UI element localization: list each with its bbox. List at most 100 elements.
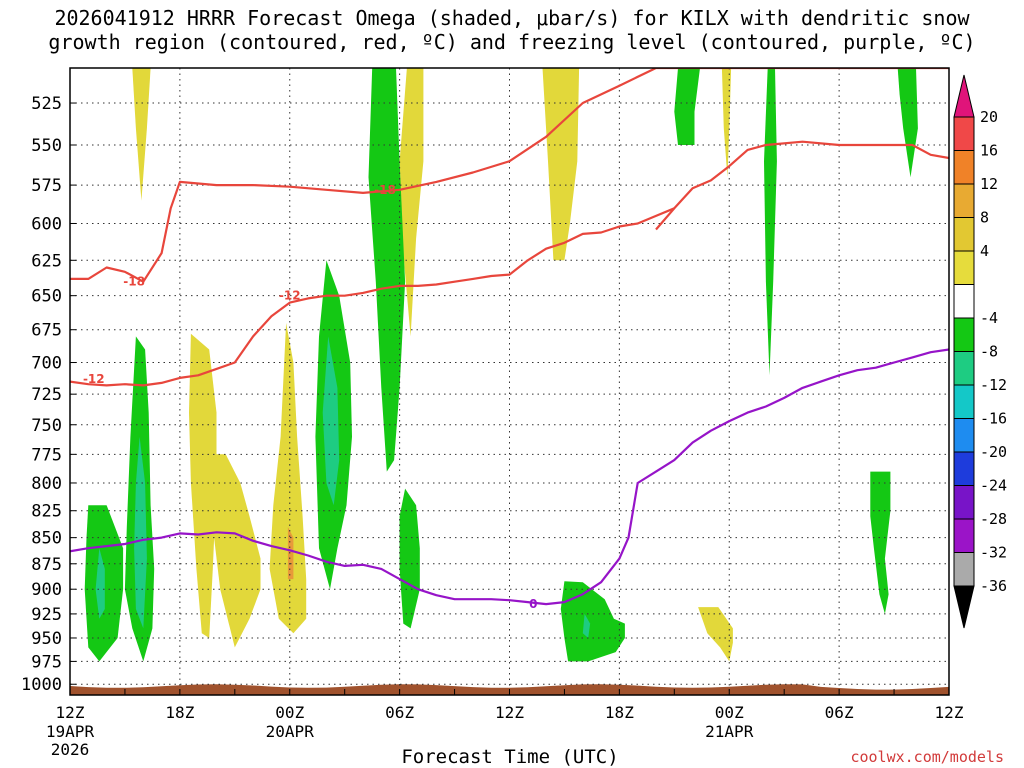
x-tick-label: 00Z: [275, 703, 304, 722]
colorbar-label: -28: [980, 510, 1007, 528]
colorbar-label: -16: [980, 410, 1007, 428]
omega-region-w2: [189, 333, 217, 638]
y-tick-label: 975: [31, 652, 62, 672]
x-tick-label: 06Z: [385, 703, 414, 722]
y-tick-label: 625: [31, 251, 62, 271]
y-tick-label: 525: [31, 94, 62, 114]
x-tick-label: 00Z: [715, 703, 744, 722]
colorbar-label: -36: [980, 577, 1007, 595]
colorbar: 20 16 12 8 4 -4 -8 -12 -16 -20 -24 -28 -32 -36: [953, 74, 1007, 629]
colorbar-bottom-arrow: [953, 585, 975, 629]
chart-title: 2026041912 HRRR Forecast Omega (shaded, …: [48, 6, 976, 54]
colorbar-segment: [953, 217, 975, 252]
colorbar-segment: [953, 317, 975, 352]
contour-label: -12: [279, 289, 301, 303]
x-tick-date: 20APR: [266, 722, 315, 741]
colorbar-segment: [953, 485, 975, 520]
colorbar-label: -12: [980, 376, 1007, 394]
plot-frame: [69, 67, 950, 696]
omega-shading: [84, 68, 918, 662]
y-tick-label: 700: [31, 354, 62, 374]
x-tick-label: 12Z: [56, 703, 85, 722]
colorbar-label: -32: [980, 544, 1007, 562]
x-tick-year: 2026: [51, 740, 90, 759]
y-tick-label: 825: [31, 502, 62, 522]
x-tick-label: 06Z: [825, 703, 854, 722]
y-tick-label: 875: [31, 555, 62, 575]
colorbar-segment: [953, 116, 975, 151]
y-tick-label: 850: [31, 529, 62, 549]
omega-region-g5: [399, 488, 420, 629]
colorbar-segment: [953, 552, 975, 587]
contour-label: 0: [529, 597, 537, 611]
colorbar-label: 4: [980, 242, 989, 260]
colorbar-segment: [953, 250, 975, 285]
contour-label: -18: [123, 275, 145, 289]
contour-line-1: [655, 140, 949, 231]
omega-region-w7: [721, 68, 732, 178]
grid-lines: [69, 68, 950, 695]
contour-line-2: [70, 207, 675, 387]
contour-label: -18: [374, 183, 396, 197]
y-tick-label: 650: [31, 287, 62, 307]
y-tick-label: 550: [31, 136, 62, 156]
contour-lines: [70, 68, 949, 606]
x-tick-label: 18Z: [605, 703, 634, 722]
omega-region-g7: [674, 68, 700, 145]
omega-region-w1: [132, 68, 151, 201]
omega-region-g10: [870, 471, 891, 614]
y-tick-label: 925: [31, 605, 62, 625]
y-tick-label: 725: [31, 385, 62, 405]
y-tick-label: 1000: [21, 675, 62, 695]
y-tick-label: 675: [31, 321, 62, 341]
colorbar-segment: [953, 418, 975, 453]
omega-region-g6: [560, 581, 625, 662]
omega-region-g4: [368, 68, 406, 472]
colorbar-label: 8: [980, 209, 989, 227]
x-tick-label: 12Z: [935, 703, 964, 722]
y-tick-label: 775: [31, 445, 62, 465]
colorbar-label: 12: [980, 175, 998, 193]
contour-label: -12: [83, 372, 105, 386]
colorbar-segment: [953, 284, 975, 319]
colorbar-segment: [953, 451, 975, 486]
colorbar-top-arrow: [953, 74, 975, 118]
colorbar-label: -24: [980, 477, 1007, 495]
x-tick-label: 12Z: [495, 703, 524, 722]
contour-line-3: [70, 348, 949, 606]
omega-region-orange: [287, 527, 294, 580]
omega-region-t4: [582, 613, 591, 638]
x-tick-label: 18Z: [165, 703, 194, 722]
colorbar-segment: [953, 384, 975, 419]
y-tick-label: 800: [31, 474, 62, 494]
omega-region-t2: [322, 336, 340, 506]
omega-region-t3: [95, 548, 105, 619]
contour-labels: -18 -18 -12 -12 0: [83, 183, 538, 611]
y-tick-label: 600: [31, 214, 62, 234]
x-tick-date: 21APR: [705, 722, 754, 741]
colorbar-segment: [953, 183, 975, 218]
omega-region-t1: [134, 436, 147, 629]
credit-link[interactable]: coolwx.com/models: [850, 748, 1004, 766]
colorbar-label: -8: [980, 343, 998, 361]
y-tick-label: 900: [31, 580, 62, 600]
colorbar-label: 20: [980, 108, 998, 126]
omega-region-w5: [399, 68, 424, 337]
colorbar-label: 16: [980, 142, 998, 160]
x-axis-title: Forecast Time (UTC): [401, 746, 619, 768]
omega-region-g9: [897, 68, 918, 178]
x-tick-date: 19APR: [46, 722, 95, 741]
omega-region-w4: [269, 323, 307, 634]
y-tick-label: 950: [31, 629, 62, 649]
colorbar-label: -4: [980, 309, 998, 327]
omega-region-w3: [209, 454, 261, 648]
y-tick-label: 750: [31, 416, 62, 436]
colorbar-segment: [953, 518, 975, 553]
colorbar-segment: [953, 150, 975, 185]
contour-line-0: [70, 68, 949, 283]
y-tick-label: 575: [31, 176, 62, 196]
y-axis-ticks: 525 550 575 600 625 650 675 700 725 750 775 800 825 8…: [21, 94, 76, 695]
colorbar-segment: [953, 351, 975, 386]
